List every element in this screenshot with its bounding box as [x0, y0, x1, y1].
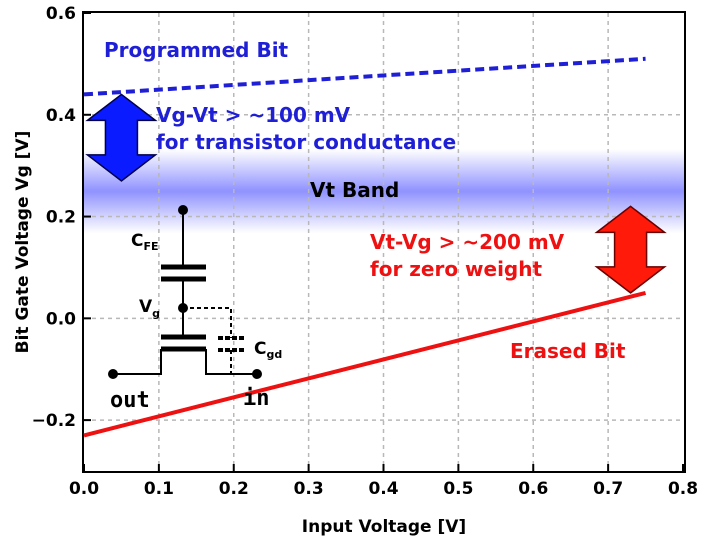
- out-node: [108, 369, 118, 379]
- y-tick-label: 0.6: [46, 4, 76, 24]
- erased-bit-label: Erased Bit: [510, 339, 626, 363]
- x-tick-label: 0.5: [443, 479, 473, 499]
- cgd-label: Cgd: [254, 339, 282, 361]
- x-axis-title: Input Voltage [V]: [302, 517, 466, 537]
- blue-annotation-line2: for transistor conductance: [156, 130, 456, 154]
- red-double-arrow: [594, 205, 667, 294]
- x-tick-label: 0.3: [294, 479, 324, 499]
- x-tick-label: 0.4: [368, 479, 398, 499]
- x-tick-label: 0.2: [219, 479, 249, 499]
- y-tick-label: −0.2: [32, 411, 76, 431]
- y-axis-title: Bit Gate Voltage Vg [V]: [13, 131, 33, 354]
- series-programmed-bit: [83, 56, 646, 97]
- x-tick-label: 0.0: [69, 479, 99, 499]
- in-label: in: [243, 386, 270, 411]
- red-annotation-line2: for zero weight: [370, 257, 542, 281]
- blue-annotation-line1: Vg-Vt > ~100 mV: [156, 103, 351, 127]
- cfe-label: CFE: [131, 231, 159, 253]
- vt-band-label: Vt Band: [310, 178, 399, 202]
- x-tick-label: 0.6: [518, 479, 548, 499]
- red-annotation-line1: Vt-Vg > ~200 mV: [370, 230, 565, 254]
- programmed-bit-label: Programmed Bit: [104, 38, 289, 62]
- y-tick-label: 0.2: [46, 208, 76, 228]
- x-tick-label: 0.7: [593, 479, 623, 499]
- x-tick-label: 0.1: [144, 479, 174, 499]
- out-label: out: [110, 388, 150, 413]
- blue-double-arrow: [85, 93, 158, 182]
- series-erased-bit: [83, 290, 647, 438]
- in-node: [252, 369, 262, 379]
- x-tick-label: 0.8: [668, 479, 698, 499]
- plot-frame: [82, 11, 686, 473]
- vg-label: Vg: [139, 297, 160, 320]
- y-tick-label: 0.0: [46, 309, 76, 329]
- y-tick-label: 0.4: [46, 106, 76, 126]
- circuit-schematic: [108, 205, 262, 379]
- ticks: 0.0 0.1 0.2 0.3 0.4 0.5 0.6 0.7 0.8 −0.2 0.0 0.2 0.4…: [32, 4, 698, 499]
